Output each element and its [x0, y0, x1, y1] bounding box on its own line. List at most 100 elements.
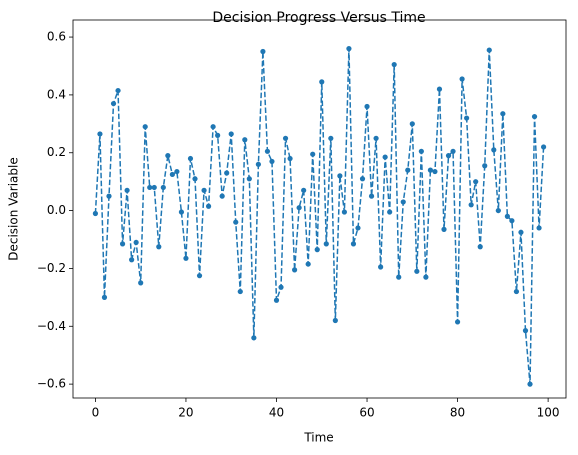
data-point [468, 202, 474, 208]
data-point [174, 168, 180, 175]
data-point [115, 87, 121, 94]
data-point [310, 151, 316, 157]
data-point [518, 229, 524, 235]
data-point [296, 205, 302, 211]
data-point [368, 193, 375, 199]
y-tick-label: −0.4 [37, 319, 66, 333]
data-point [509, 218, 515, 224]
data-point [350, 241, 357, 247]
data-point [187, 155, 194, 162]
data-point [504, 213, 510, 219]
data-point [192, 176, 198, 182]
data-point [540, 144, 547, 150]
plot-frame [72, 19, 567, 399]
data-point [441, 226, 447, 232]
data-point [405, 167, 411, 173]
data-point [210, 124, 216, 130]
data-point [156, 244, 162, 250]
data-point [119, 241, 126, 247]
chart-title: Decision Progress Versus Time [212, 10, 425, 26]
data-point [427, 167, 434, 173]
data-point [531, 113, 538, 120]
data-point [269, 158, 275, 165]
data-point [450, 148, 456, 154]
data-point [301, 187, 307, 193]
data-point [459, 76, 465, 82]
y-tick-label: 0.2 [47, 145, 66, 159]
data-point [124, 187, 130, 193]
data-point [228, 131, 234, 137]
data-point [387, 209, 393, 215]
data-point [477, 244, 483, 250]
data-point [337, 173, 343, 179]
data-point [346, 46, 352, 52]
data-point [142, 124, 148, 130]
x-tick-label: 40 [269, 406, 284, 420]
data-point [205, 203, 212, 209]
data-point [282, 135, 289, 141]
data-point [133, 239, 139, 246]
x-axis-label: Time [303, 431, 333, 445]
data-point [169, 171, 175, 178]
data-point [292, 267, 298, 273]
data-point [237, 288, 243, 295]
data-point [255, 161, 261, 167]
data-point [323, 241, 329, 247]
data-point [178, 209, 185, 215]
data-point [491, 147, 497, 153]
data-point [332, 317, 338, 324]
data-point [251, 335, 257, 341]
data-point [129, 257, 135, 263]
data-point [486, 47, 492, 53]
data-point [522, 328, 529, 334]
data-point [432, 168, 438, 175]
data-point [92, 210, 99, 217]
data-point [233, 219, 239, 225]
x-tick-label: 20 [178, 406, 193, 420]
data-point [273, 297, 280, 303]
data-point [328, 135, 334, 141]
data-point [536, 225, 542, 231]
data-point [482, 163, 488, 169]
data-point [219, 193, 225, 199]
data-point [436, 86, 443, 92]
data-point [400, 199, 406, 205]
data-point [165, 153, 171, 159]
data-point [445, 153, 452, 159]
data-point [373, 135, 379, 141]
data-point [305, 261, 311, 267]
data-point [97, 131, 103, 137]
data-point [378, 264, 384, 270]
data-point [495, 207, 501, 214]
data-point [160, 184, 166, 191]
x-tick-label: 80 [450, 406, 465, 420]
y-axis-label: Decision Variable [7, 157, 21, 261]
data-point [409, 121, 415, 127]
data-point [500, 111, 506, 117]
data-point [196, 273, 203, 279]
data-point [527, 381, 533, 387]
data-point [260, 48, 266, 55]
data-point [464, 115, 470, 121]
data-point [418, 148, 424, 154]
data-point [359, 176, 366, 182]
data-point [215, 132, 221, 138]
data-point [391, 61, 397, 68]
data-point [355, 225, 361, 231]
data-point [183, 255, 189, 261]
data-point [423, 274, 429, 280]
data-point [101, 294, 108, 300]
data-point [287, 155, 293, 162]
data-point [242, 137, 248, 143]
y-tick-label: −0.6 [37, 377, 66, 391]
data-point [414, 268, 420, 274]
data-point [341, 209, 347, 215]
data-point [147, 184, 153, 191]
y-tick-label: 0.6 [47, 30, 66, 44]
data-point [513, 288, 520, 295]
data-point [473, 179, 479, 185]
data-point [106, 193, 112, 199]
y-tick-label: −0.2 [37, 261, 66, 275]
x-tick-label: 60 [359, 406, 374, 420]
